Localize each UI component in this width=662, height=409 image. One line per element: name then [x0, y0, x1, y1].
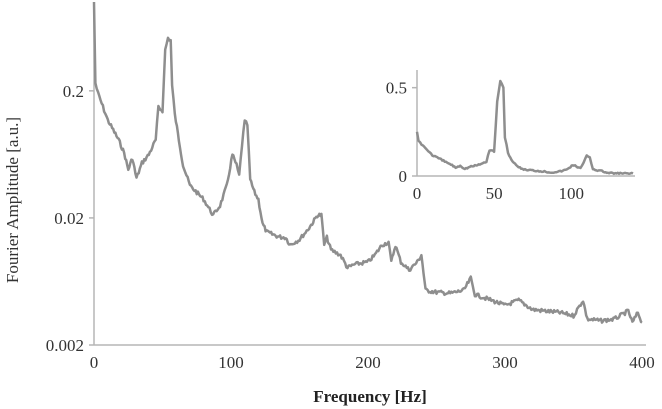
x-tick-label: 100 — [218, 353, 244, 372]
y-tick-label: 0.002 — [46, 336, 84, 355]
x-tick-label: 400 — [629, 353, 655, 372]
y-tick-label: 0.02 — [54, 209, 84, 228]
spectrum-line — [415, 79, 634, 176]
y-tick-label: 0.2 — [63, 82, 84, 101]
x-tick-label: 50 — [486, 184, 503, 203]
inset-plot: 0 50 100 0 0.5 — [386, 70, 635, 203]
y-axis-label: Fourier Amplitude [a.u.] — [3, 117, 22, 283]
x-tick-label: 200 — [355, 353, 381, 372]
y-tick-label: 0 — [399, 167, 408, 186]
x-tick-label: 0 — [90, 353, 99, 372]
x-axis-label: Frequency [Hz] — [313, 387, 426, 406]
spectrum-line — [92, 1, 643, 324]
x-tick-label: 100 — [559, 184, 585, 203]
x-tick-label: 300 — [492, 353, 518, 372]
y-tick-label: 0.5 — [386, 79, 407, 98]
main-plot: 0 100 200 300 400 0.002 0.02 0.2 — [46, 1, 655, 372]
x-tick-label: 0 — [413, 184, 422, 203]
